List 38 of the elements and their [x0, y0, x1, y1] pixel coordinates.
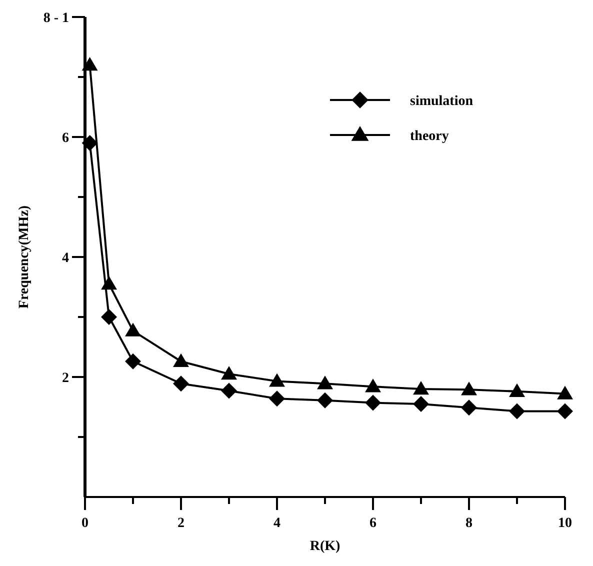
point [509, 403, 525, 420]
y-axis-title: Frequency(MHz) [17, 205, 32, 309]
point [509, 383, 525, 397]
point [125, 322, 141, 336]
x-tick-label: 10 [558, 516, 572, 531]
point [461, 382, 477, 396]
point [125, 353, 141, 370]
point [82, 57, 98, 71]
x-axis-title: R(K) [310, 539, 340, 554]
y-tick-label: 4 [62, 251, 69, 266]
point [173, 376, 189, 392]
point [413, 381, 429, 395]
point [269, 373, 285, 387]
point [221, 366, 237, 380]
point [101, 309, 117, 325]
point [461, 400, 477, 416]
point [221, 382, 237, 399]
x-tick-label: 2 [178, 516, 184, 531]
point [365, 394, 381, 411]
x-tick-label: 4 [274, 516, 280, 531]
point [269, 390, 285, 407]
point [365, 378, 381, 392]
point [317, 392, 333, 408]
point [82, 135, 98, 151]
y-tick-label: 8 - 1 [43, 11, 69, 26]
point [557, 403, 573, 420]
point [557, 386, 573, 400]
y-tick-label: 2 [62, 371, 69, 386]
point [173, 353, 189, 367]
point [413, 396, 429, 412]
x-tick-label: 0 [82, 516, 88, 531]
x-tick-label: 8 [466, 516, 472, 531]
x-tick-label: 6 [370, 516, 376, 531]
y-tick-label: 6 [62, 131, 69, 146]
legend-label: theory [410, 129, 449, 144]
point [101, 276, 117, 290]
legend-label: simulation [410, 94, 474, 109]
point [317, 376, 333, 390]
